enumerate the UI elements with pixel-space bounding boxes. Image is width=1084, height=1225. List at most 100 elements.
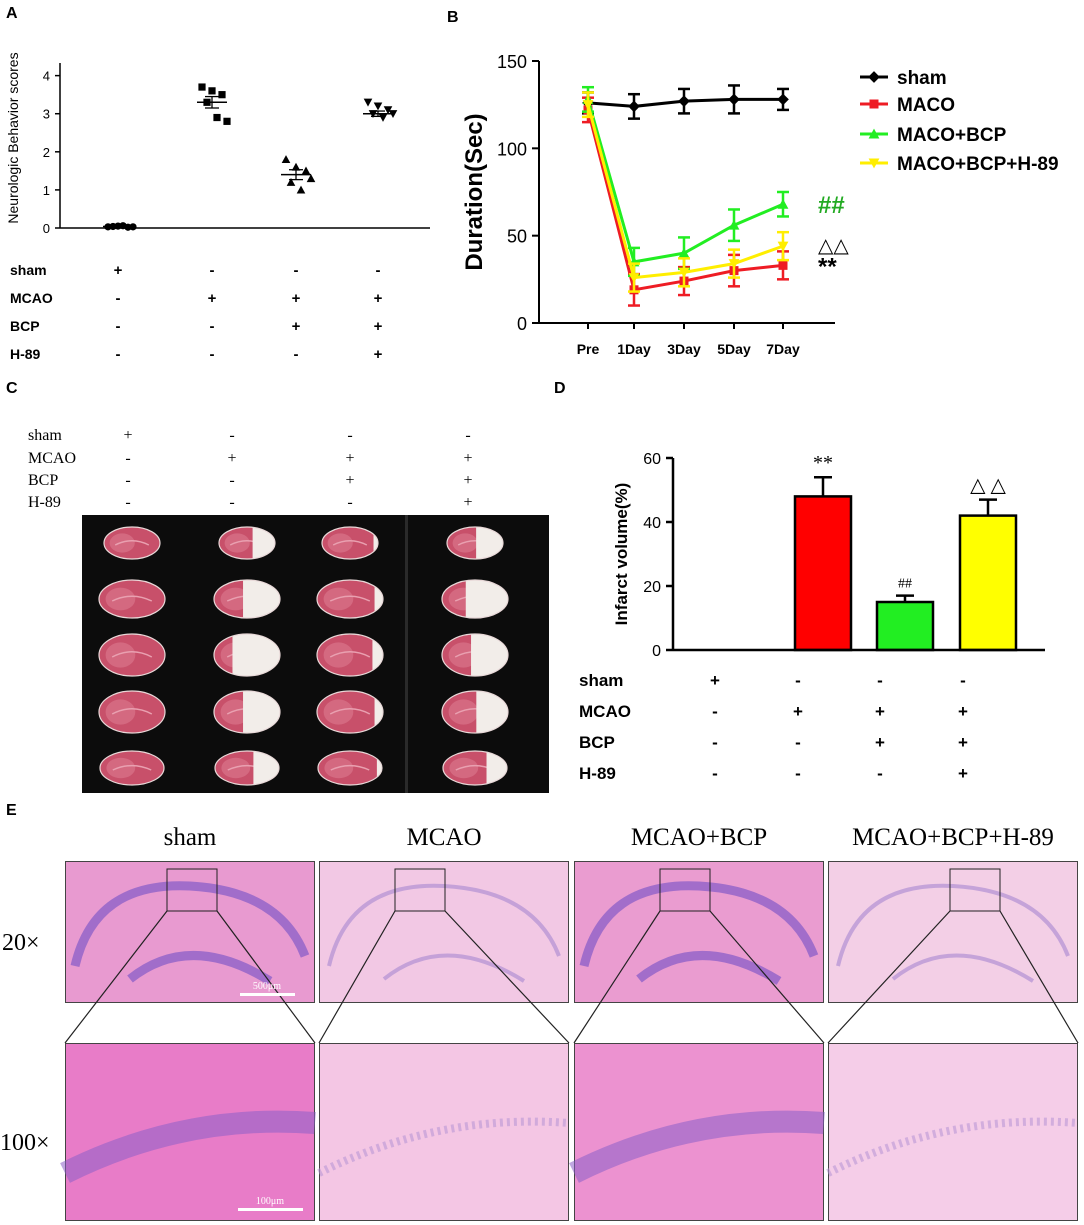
d-condition-label: MCAO (579, 702, 631, 721)
d-ytick-label: 40 (643, 515, 661, 532)
scale-bar-500um (240, 993, 295, 996)
b-data-point (728, 219, 740, 230)
panel-d-conditions: sham + - - - MCAO - + + + BCP - - + + H-89 - - - + (579, 671, 968, 783)
panel-c: C sham + - - - MCAO - + + + BCP - - + + H-89 - - - + (6, 380, 549, 793)
a-data-point (306, 174, 316, 183)
hippocampus-ca-layer (70, 881, 310, 968)
panel-a-conditions: sham + - - - MCAO - + + + BCP - - + + H-89 - - - + (10, 262, 383, 363)
c-condition-sign: - (465, 427, 470, 444)
brain-section (98, 579, 166, 619)
c-condition-sign: + (227, 450, 236, 467)
a-condition-sign: - (294, 262, 299, 279)
zoom-line-right (709, 910, 825, 1044)
brain-outline (213, 579, 281, 619)
brain-section (99, 750, 165, 786)
d-significance-mark: ** (813, 452, 833, 474)
d-condition-sign: - (712, 702, 718, 721)
magnified-region-box (949, 868, 1001, 912)
d-condition-sign: + (958, 764, 968, 783)
a-condition-sign: - (210, 346, 215, 363)
b-series-0 (582, 84, 789, 120)
a-data-point (373, 102, 383, 111)
brain-outline (316, 579, 384, 619)
brain-cortex-highlight (221, 757, 251, 779)
brain-cortex-highlight (105, 587, 136, 611)
d-condition-sign: - (712, 764, 718, 783)
panel-d: D ** ## △ △ 0 20 40 60 Infarct volume(%) sham + -… (554, 380, 1045, 783)
d-condition-sign: - (795, 764, 801, 783)
b-data-point (728, 259, 740, 270)
d-ytick-label: 60 (643, 451, 661, 468)
brain-cortex-highlight (324, 757, 354, 779)
b-data-point (777, 93, 789, 106)
a-ylabel: Neurologic Behavior scores (5, 52, 21, 223)
c-condition-label: BCP (28, 472, 58, 489)
a-data-point (378, 113, 388, 122)
brain-cortex-highlight (323, 642, 354, 668)
b-data-point (678, 95, 690, 108)
brain-cortex-highlight (448, 642, 479, 668)
b-series-3 (582, 91, 789, 293)
b-ytick-label: 100 (497, 139, 527, 159)
brain-outline (441, 690, 509, 734)
panel-a-plot: 0 1 2 3 4 Neurologic Behavior scores (5, 52, 430, 236)
b-legend-marker (868, 158, 880, 169)
b-ytick-label: 50 (507, 227, 527, 247)
brain-structure-line (329, 651, 371, 658)
a-ytick-label: 2 (43, 145, 50, 160)
a-data-point (291, 162, 301, 171)
b-data-point (728, 93, 740, 106)
a-condition-sign: + (208, 290, 217, 307)
c-condition-sign: - (125, 450, 130, 467)
d-ytick-label: 0 (652, 643, 661, 660)
b-ytick-label: 150 (497, 52, 527, 72)
panel-d-plot: ** ## △ △ 0 20 40 60 Infarct volume(%) (612, 451, 1045, 660)
pyramidal-cell-layer (826, 1117, 1079, 1177)
panel-b-plot: 0 50 100 150 Duration(Sec) Pre 1Day 3Day 5Day 7Da… (461, 52, 849, 357)
pyramidal-cell-layer (60, 1110, 316, 1183)
infarct-area (373, 527, 378, 559)
hippocampus-dentate-gyrus (891, 953, 1035, 983)
d-significance-mark: △ △ (970, 475, 1006, 497)
b-legend-label: MACO+BCP+H-89 (897, 154, 1059, 175)
b-data-point (678, 267, 690, 278)
d-condition-sign: - (877, 671, 883, 690)
infarct-area (372, 634, 383, 676)
a-data-point (198, 83, 206, 91)
d-condition-sign: - (712, 733, 718, 752)
b-legend-label: MACO+BCP (897, 125, 1007, 146)
a-ytick-label: 1 (43, 183, 50, 198)
brain-outline (98, 690, 166, 734)
brain-structure-line (332, 540, 368, 546)
c-condition-label: H-89 (28, 494, 61, 511)
a-data-point (286, 177, 296, 186)
a-data-point (363, 98, 373, 107)
histology-image-100x (319, 1043, 569, 1221)
histology-column-title: sham (163, 824, 217, 851)
a-condition-sign: + (114, 262, 123, 279)
a-condition-sign: + (374, 290, 383, 307)
a-condition-sign: - (210, 262, 215, 279)
a-condition-sign: - (376, 262, 381, 279)
a-condition-sign: - (116, 290, 121, 307)
b-data-point (778, 260, 788, 270)
brain-outline (316, 633, 384, 677)
panel-b: B 0 50 100 150 Duration(Sec) Pre 1Day 3Day 5Day 7… (447, 9, 1059, 357)
c-condition-sign: + (463, 450, 472, 467)
d-condition-sign: - (960, 671, 966, 690)
d-condition-sign: + (958, 702, 968, 721)
a-data-point (281, 155, 291, 164)
brain-section (317, 750, 383, 786)
a-condition-sign: - (210, 318, 215, 335)
b-xtick-label: 3Day (667, 341, 701, 357)
brain-outline (213, 633, 281, 677)
brain-cortex-highlight (449, 757, 479, 779)
zoom-line-left (827, 910, 951, 1044)
c-condition-sign: - (347, 494, 352, 511)
pyramidal-cell-layer (317, 1117, 570, 1177)
infarct-area (374, 580, 383, 618)
panel-a: A 0 1 2 3 4 Neurologic Behavior scores sham + -… (5, 5, 430, 363)
brain-photo-divider (405, 515, 408, 793)
brain-structure-line (111, 651, 153, 658)
c-condition-sign: + (345, 450, 354, 467)
